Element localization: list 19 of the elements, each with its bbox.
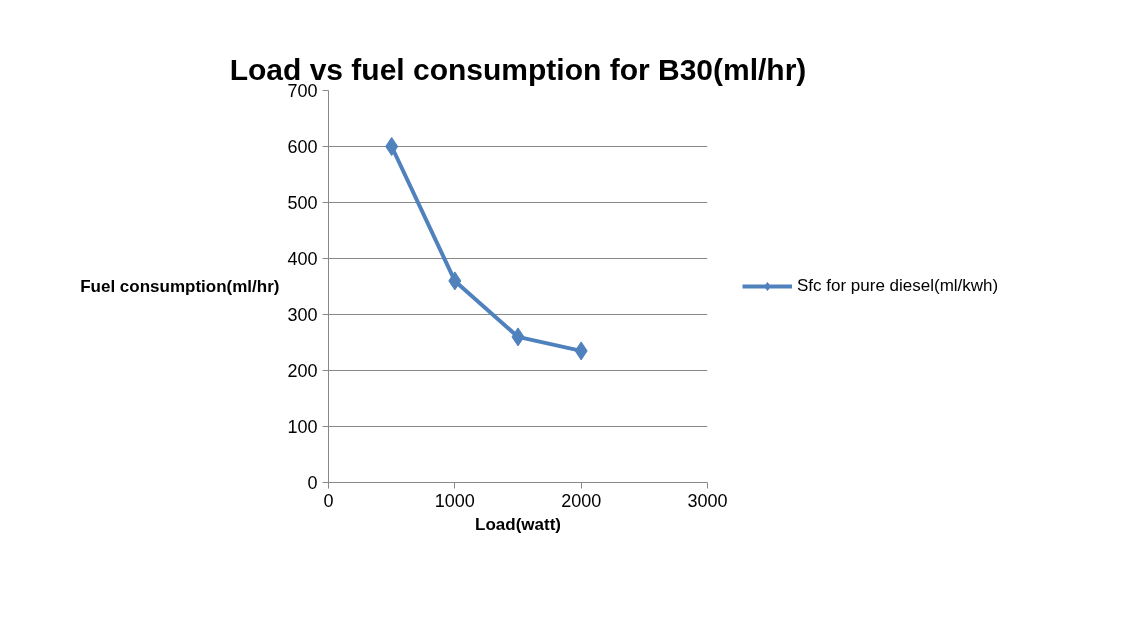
x-tick-label: 1000: [434, 490, 475, 511]
y-tick-label: 600: [287, 137, 318, 157]
y-tick-label: 100: [287, 417, 318, 437]
y-tick-label: 500: [287, 193, 318, 213]
y-tick-label: 0: [307, 473, 318, 493]
legend-label: Sfc for pure diesel(ml/kwh): [797, 276, 999, 296]
point: [511, 327, 525, 347]
x-axis-title: Load(watt): [475, 514, 561, 534]
y-tick-label: 300: [287, 305, 318, 325]
point: [385, 137, 399, 156]
y-tick-label: 400: [287, 249, 318, 269]
x-tick-label: 2000: [561, 490, 602, 511]
y-tick-label: 700: [287, 81, 318, 101]
x-tick-label: 0: [323, 490, 334, 511]
x-tick-label: 3000: [687, 490, 728, 511]
y-tick-label: 200: [287, 361, 318, 381]
point: [448, 271, 462, 291]
point: [574, 341, 588, 361]
y-axis-title: Fuel consumption(ml/hr): [80, 277, 280, 296]
